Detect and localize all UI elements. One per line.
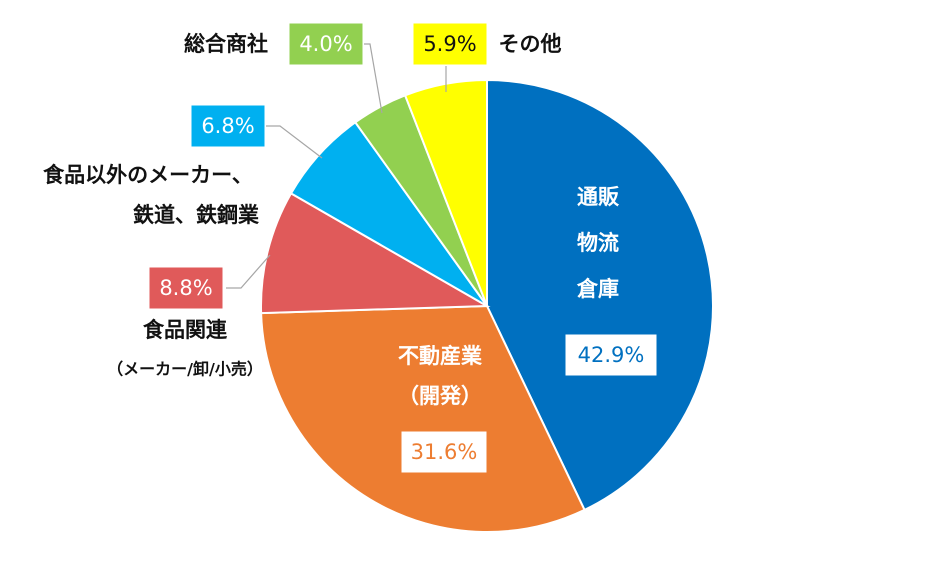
pie-slice bbox=[260, 192, 491, 315]
value-label-box bbox=[565, 334, 657, 376]
category-label: その他 bbox=[499, 32, 562, 56]
category-label: 食品関連 bbox=[143, 318, 228, 342]
category-label: （開発） bbox=[398, 384, 482, 408]
category-label: 総合商社 bbox=[184, 32, 268, 56]
value-label: 5.9% bbox=[423, 32, 476, 56]
value-label: 31.6% bbox=[411, 440, 478, 464]
value-label-box bbox=[149, 267, 223, 309]
value-label-box bbox=[413, 23, 487, 65]
pie-slice bbox=[403, 78, 488, 307]
category-label: 食品以外のメーカー、 bbox=[43, 163, 253, 187]
category-label: 通販 bbox=[577, 185, 620, 209]
category-label: 倉庫 bbox=[576, 277, 619, 301]
value-label: 42.9% bbox=[578, 343, 645, 367]
category-label: 鉄道、鉄鋼業 bbox=[133, 203, 260, 227]
category-label: 不動産業 bbox=[398, 344, 483, 368]
value-label-box bbox=[289, 23, 363, 65]
leader-line bbox=[226, 254, 271, 289]
value-label: 6.8% bbox=[201, 114, 254, 138]
value-label: 4.0% bbox=[299, 32, 352, 56]
leader-line bbox=[266, 125, 323, 159]
value-label-box bbox=[191, 105, 265, 147]
category-label: 物流 bbox=[577, 231, 619, 255]
value-label: 8.8% bbox=[159, 276, 212, 300]
value-label-box bbox=[401, 431, 487, 473]
category-label: （メーカー/卸/小売） bbox=[107, 360, 263, 379]
pie-slice bbox=[486, 78, 714, 512]
leader-line bbox=[364, 43, 383, 114]
pie-slice bbox=[260, 304, 586, 533]
pie-slices bbox=[260, 78, 714, 533]
